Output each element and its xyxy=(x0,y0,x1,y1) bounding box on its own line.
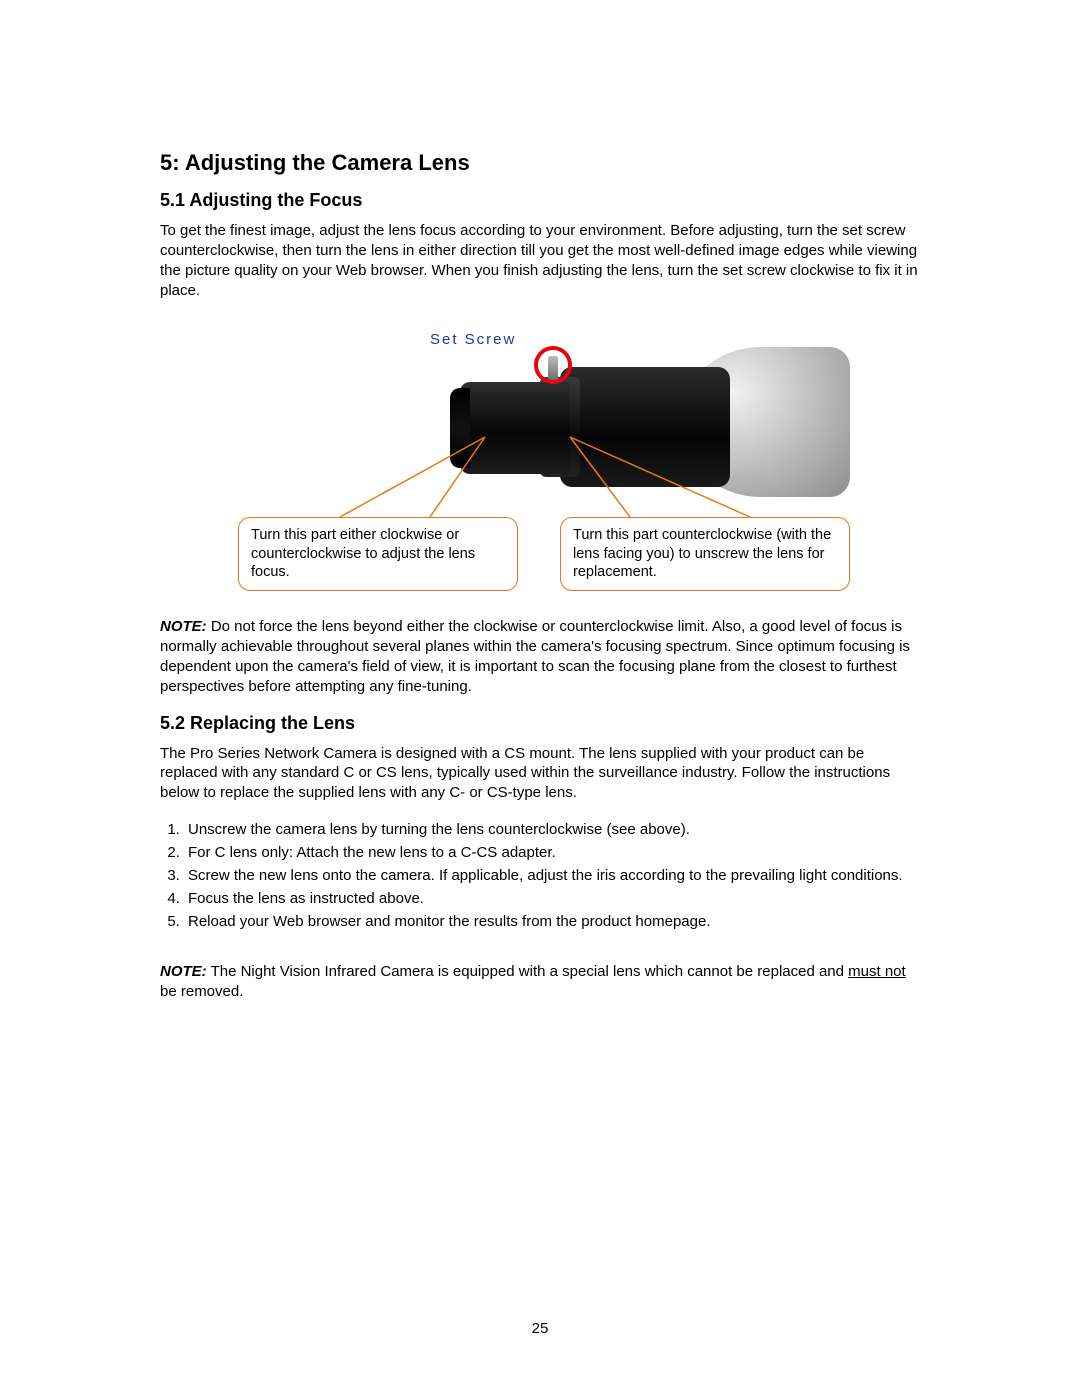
callout-focus: Turn this part either clockwise or count… xyxy=(238,517,518,592)
camera-illustration xyxy=(430,322,850,517)
step-item: Focus the lens as instructed above. xyxy=(184,888,920,909)
steps-list: Unscrew the camera lens by turning the l… xyxy=(160,819,920,932)
step-item: Unscrew the camera lens by turning the l… xyxy=(184,819,920,840)
note-2-suffix: be removed. xyxy=(160,983,243,1000)
paragraph-52: The Pro Series Network Camera is designe… xyxy=(160,744,920,804)
note-2-mustnot: must not xyxy=(848,963,906,980)
set-screw-highlight-circle xyxy=(534,346,572,384)
camera-body-black xyxy=(560,367,730,487)
figure-camera-lens: Set Screw Turn this part either clockwis… xyxy=(230,317,850,597)
note-1-label: NOTE: xyxy=(160,618,207,635)
heading-52: 5.2 Replacing the Lens xyxy=(160,713,920,734)
camera-lens-barrel xyxy=(460,382,570,474)
note-2-label: NOTE: xyxy=(160,963,207,980)
manual-page: 5: Adjusting the Camera Lens 5.1 Adjusti… xyxy=(0,0,1080,1397)
paragraph-51: To get the finest image, adjust the lens… xyxy=(160,221,920,301)
note-1: NOTE: Do not force the lens beyond eithe… xyxy=(160,617,920,697)
step-item: Screw the new lens onto the camera. If a… xyxy=(184,865,920,886)
step-item: Reload your Web browser and monitor the … xyxy=(184,911,920,932)
step-item: For C lens only: Attach the new lens to … xyxy=(184,842,920,863)
heading-51: 5.1 Adjusting the Focus xyxy=(160,190,920,211)
note-2: NOTE: The Night Vision Infrared Camera i… xyxy=(160,962,920,1002)
page-number: 25 xyxy=(0,1320,1080,1337)
callout-replace: Turn this part counterclockwise (with th… xyxy=(560,517,850,592)
camera-lens-front xyxy=(450,388,470,468)
note-2-prefix: The Night Vision Infrared Camera is equi… xyxy=(207,963,849,980)
note-1-body: Do not force the lens beyond either the … xyxy=(160,618,910,695)
heading-main: 5: Adjusting the Camera Lens xyxy=(160,150,920,176)
